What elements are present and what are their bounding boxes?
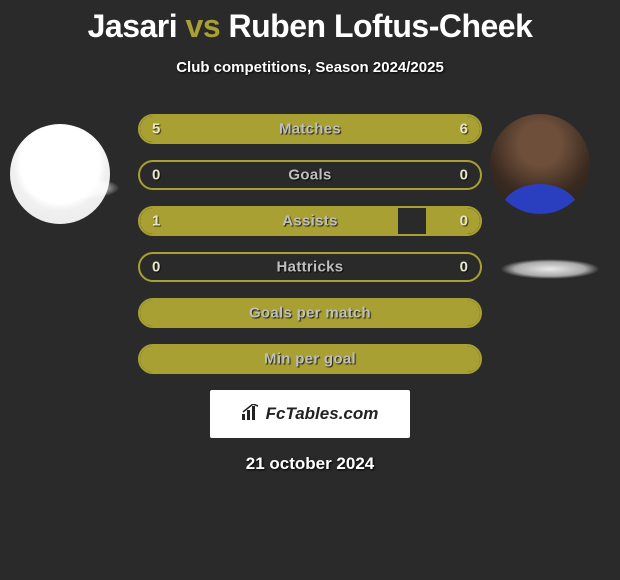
- player2-shadow: [500, 259, 600, 279]
- brand-badge: FcTables.com: [210, 390, 410, 438]
- vs-label: vs: [186, 8, 221, 44]
- subtitle: Club competitions, Season 2024/2025: [0, 59, 620, 76]
- stat-row: 00Goals: [138, 160, 482, 190]
- stat-label: Min per goal: [140, 351, 480, 368]
- comparison-stage: 56Matches 00Goals 10Assists 00Hattricks Goal…: [0, 114, 620, 374]
- stat-row: Goals per match: [138, 298, 482, 328]
- stat-label: Goals: [140, 167, 480, 184]
- stat-bars: 56Matches 00Goals 10Assists 00Hattricks Goal…: [138, 114, 482, 374]
- stat-row: 56Matches: [138, 114, 482, 144]
- stat-label: Matches: [140, 121, 480, 138]
- player1-name: Jasari: [88, 8, 178, 44]
- stat-label: Goals per match: [140, 305, 480, 322]
- player2-name: Ruben Loftus-Cheek: [229, 8, 533, 44]
- player1-shadow: [20, 176, 120, 200]
- stat-row: 10Assists: [138, 206, 482, 236]
- player2-avatar: [490, 114, 590, 214]
- stat-row: Min per goal: [138, 344, 482, 374]
- stat-label: Hattricks: [140, 259, 480, 276]
- footer-date: 21 october 2024: [0, 454, 620, 474]
- brand-text: FcTables.com: [266, 404, 379, 424]
- stat-label: Assists: [140, 213, 480, 230]
- brand-chart-icon: [242, 404, 260, 425]
- comparison-title: Jasari vs Ruben Loftus-Cheek: [0, 0, 620, 45]
- player1-avatar: [10, 124, 110, 224]
- stat-row: 00Hattricks: [138, 252, 482, 282]
